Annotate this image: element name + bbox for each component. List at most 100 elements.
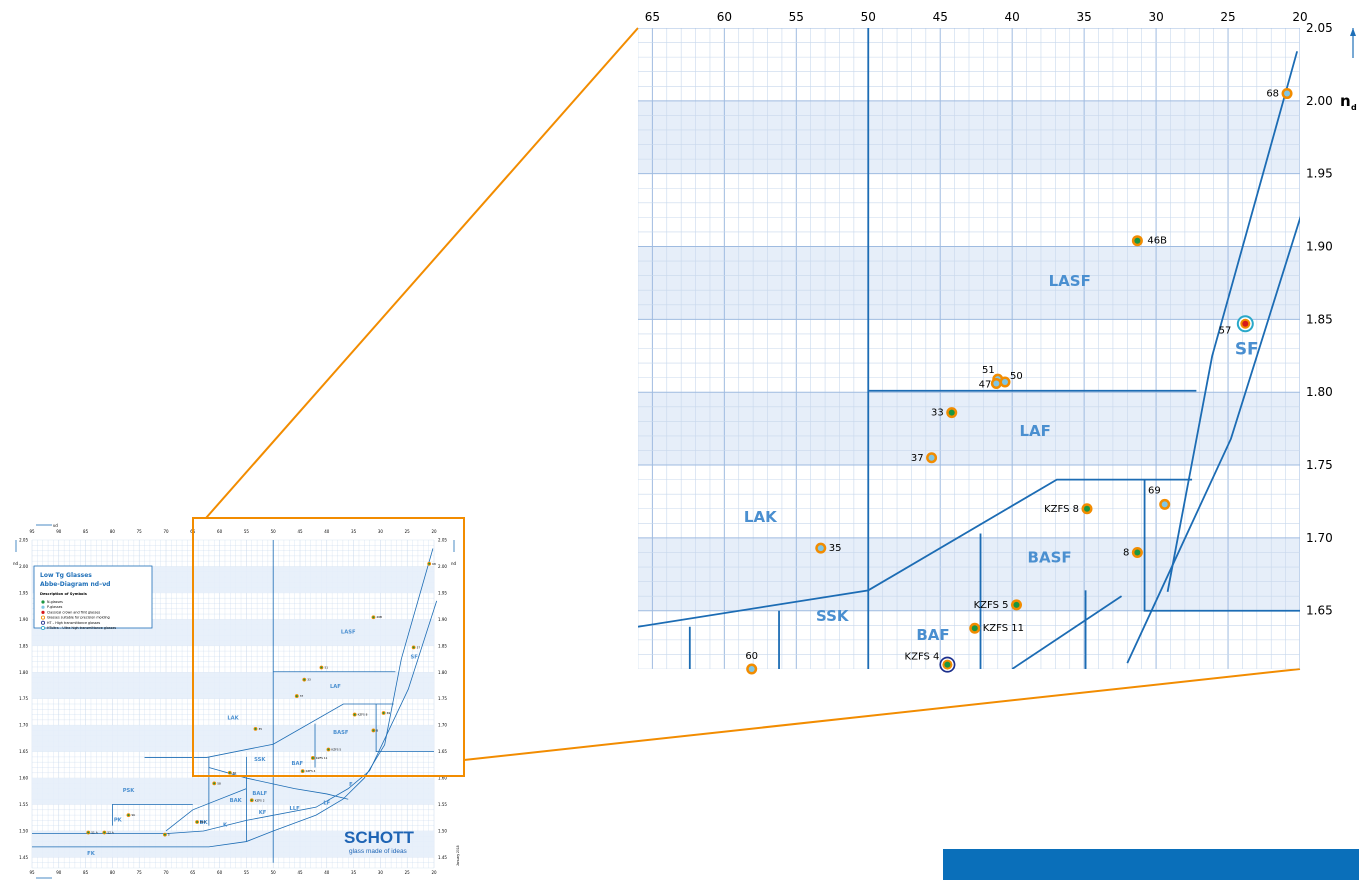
point-core — [748, 666, 755, 672]
schott-brand: SCHOTT — [344, 828, 415, 847]
boundary-lak-bottom — [638, 478, 1193, 628]
thumb-y-tick-left: 1.90 — [19, 617, 28, 622]
inset-nd-text: n — [1340, 92, 1351, 110]
legend-marker — [41, 600, 45, 604]
thumb-axis-left-label: nd — [13, 561, 19, 566]
thumb-family-label: F — [349, 782, 353, 788]
inset-point: 60 — [745, 651, 758, 675]
thumb-family-label: SF — [411, 655, 419, 661]
boundary-sf-right — [1126, 215, 1300, 664]
thumb-point-label: KZFS 5 — [331, 747, 341, 751]
thumb-point: 5 — [163, 833, 170, 837]
thumbnail-family-labels: LASF LAF LAK BASF SSK BAF SF PSK PK FK BK BAK BALF K K… — [87, 630, 418, 857]
thumb-x-tick-bottom: 45 — [297, 870, 303, 875]
inset-point: 46B — [1131, 235, 1167, 247]
inset-y-tick: 2.00 — [1306, 94, 1333, 108]
thumb-y-tick-left: 1.50 — [19, 828, 28, 833]
thumb-family-label: BAF — [292, 761, 304, 767]
thumb-x-tick-bottom: 70 — [163, 870, 169, 875]
thumb-family-label: LAF — [330, 684, 341, 690]
legend-item-label: Classical crown and flint glasses — [47, 610, 100, 614]
t-bk — [165, 788, 247, 832]
thumb-family-label: LAK — [227, 715, 239, 721]
thumb-y-tick-left: 2.00 — [19, 564, 28, 569]
point-core — [1013, 601, 1020, 608]
point-core — [1161, 501, 1168, 508]
inset-family-label: BAF — [916, 626, 949, 644]
thumb-y-tick-right: 1.60 — [438, 776, 447, 781]
t-right-chain — [32, 600, 438, 835]
thumb-family-label: FK — [87, 851, 96, 857]
thumb-band — [32, 778, 434, 805]
inset-point-label: 8 — [1123, 547, 1129, 558]
thumb-x-tick-top: 70 — [163, 529, 169, 534]
inset-point-label: 50 — [1010, 371, 1023, 382]
thumb-family-label: LF — [323, 801, 330, 807]
thumb-point: 8 — [371, 728, 378, 732]
point-core — [948, 409, 955, 416]
thumb-x-tick-top: 25 — [405, 529, 411, 534]
inset-point-label: KZFS 11 — [983, 623, 1024, 634]
inset-y-tick: 1.95 — [1306, 167, 1333, 181]
point-core — [971, 625, 978, 632]
thumb-point-label: 52 A — [107, 831, 113, 835]
thumb-point: KZFS 8 — [352, 713, 368, 717]
point-core — [817, 545, 824, 552]
thumbnail-ticks: 9595909085858080757570706565606055555050… — [19, 529, 447, 875]
inset-point: 8 — [1123, 546, 1143, 558]
thumb-y-tick-right: 2.05 — [438, 538, 447, 543]
blue-banner — [943, 849, 1359, 880]
thumb-y-tick-right: 1.90 — [438, 617, 447, 622]
inset-family-labels: LASF LAF LAK BASF SSK BAF SF — [744, 272, 1259, 644]
inset-y-tick: 1.70 — [1306, 531, 1333, 545]
thumb-point-label: 60 — [233, 771, 237, 775]
thumb-x-tick-top: 90 — [56, 529, 62, 534]
thumb-point: SK — [126, 813, 135, 817]
inset-point: KZFS 4 — [905, 652, 956, 673]
inset-x-tick: 40 — [1005, 10, 1020, 24]
thumb-y-tick-right: 1.50 — [438, 828, 447, 833]
thumb-family-label: BK — [200, 820, 209, 826]
thumb-y-tick-right: 1.75 — [438, 696, 447, 701]
inset-x-tick: 50 — [861, 10, 876, 24]
inset-point: KZFS 8 — [1044, 503, 1093, 515]
thumbnail-date: January 2018 — [456, 845, 460, 866]
inset-point: 69 — [1148, 485, 1171, 510]
zoom-connector-bottom — [463, 668, 1301, 761]
point-core — [1084, 505, 1091, 512]
thumb-family-label: BASF — [333, 730, 349, 736]
inset-point-label: 60 — [745, 651, 758, 662]
point-core — [1134, 237, 1141, 244]
thumb-point-label: 37 — [300, 694, 304, 698]
legend-marker — [41, 615, 46, 620]
thumb-point: KZFS 11 — [310, 756, 328, 760]
inset-point: 33 — [931, 407, 958, 419]
inset-point-label: 57 — [1219, 326, 1232, 337]
thumb-x-tick-top: 45 — [297, 529, 303, 534]
t-left-chain — [32, 548, 434, 848]
legend-item-label: HT – High transmittance glasses — [47, 621, 101, 625]
inset-points: 68 46B 57 51 50 47 33 37 KZFS 8 69 35 8 KZFS 5 KZFS 1… — [745, 88, 1293, 675]
inset-x-tick: 55 — [789, 10, 804, 24]
thumb-x-tick-top: 80 — [110, 529, 116, 534]
thumb-point-label: 51 — [324, 665, 328, 669]
thumb-y-tick-left: 1.85 — [19, 643, 28, 648]
inset-point-label: KZFS 5 — [974, 600, 1009, 611]
thumb-point: 51 A — [86, 831, 98, 835]
inset-x-tick: 60 — [717, 10, 732, 24]
legend-title-1: Low Tg Glasses — [40, 572, 92, 579]
point-core — [1242, 320, 1249, 327]
inset-point-label: KZFS 8 — [1044, 504, 1079, 515]
inset-point-label: KZFS 4 — [905, 652, 940, 663]
thumb-band — [32, 672, 434, 699]
point-core — [1134, 549, 1141, 556]
thumb-point: 46B — [371, 615, 382, 619]
thumb-x-tick-top: 30 — [378, 529, 384, 534]
legend-item-label: P-glasses — [47, 605, 63, 609]
thumb-point: 68 — [427, 562, 436, 566]
inset-family-label: SSK — [816, 607, 850, 625]
inset-ticks: 65 60 55 50 45 40 35 30 25 20 1.65 1.70 1.75 1.80 1.85… — [645, 10, 1333, 618]
inset-point-label: 69 — [1148, 485, 1161, 496]
